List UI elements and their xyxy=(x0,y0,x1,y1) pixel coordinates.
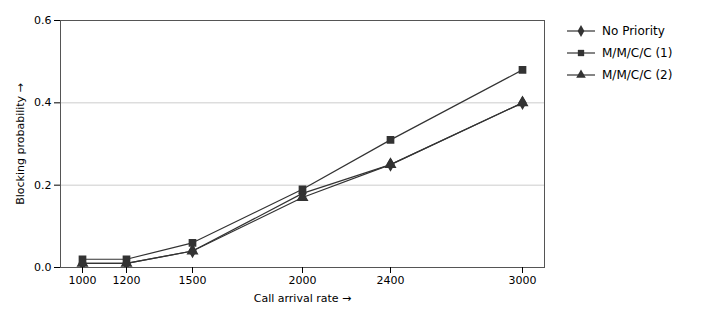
svg-text:2400: 2400 xyxy=(377,274,405,287)
svg-text:1500: 1500 xyxy=(179,274,207,287)
svg-text:0.6: 0.6 xyxy=(34,14,52,27)
svg-text:3000: 3000 xyxy=(509,274,537,287)
svg-text:1000: 1000 xyxy=(69,274,97,287)
svg-text:1200: 1200 xyxy=(113,274,141,287)
svg-text:Blocking probability →: Blocking probability → xyxy=(14,83,27,205)
svg-text:0.0: 0.0 xyxy=(34,261,52,274)
svg-text:2000: 2000 xyxy=(289,274,317,287)
svg-text:0.2: 0.2 xyxy=(34,179,52,192)
html-text:M/M/C/C (2): M/M/C/C (2) xyxy=(602,68,673,82)
html-text:No Priority: No Priority xyxy=(602,24,665,38)
html-text:M/M/C/C (1): M/M/C/C (1) xyxy=(602,46,673,60)
svg-text:0.4: 0.4 xyxy=(34,96,52,109)
svg-text:Call arrival rate →: Call arrival rate → xyxy=(254,292,352,305)
